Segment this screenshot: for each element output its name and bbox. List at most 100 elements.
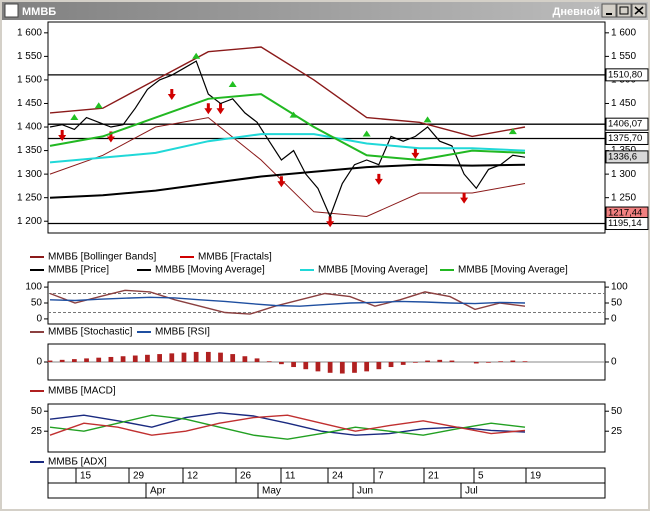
- maximize-button[interactable]: [616, 3, 632, 18]
- macd-bar: [169, 353, 175, 362]
- fractal-up: [423, 116, 432, 123]
- macd-bar: [230, 354, 236, 362]
- macd-bar: [108, 356, 114, 362]
- macd-bar: [498, 361, 504, 362]
- app-icon: [4, 3, 19, 18]
- macd-bar: [84, 358, 89, 362]
- macd-bar: [47, 360, 53, 362]
- y-tick-label: 1 350: [17, 145, 42, 156]
- date-axis: [47, 467, 606, 499]
- level-label: 1375,70: [608, 133, 642, 144]
- date-label: 29: [133, 471, 145, 482]
- date-label: 5: [478, 471, 484, 482]
- legend-label: ММВБ [ADX]: [48, 457, 107, 468]
- macd-bar: [157, 354, 162, 362]
- fractal-down: [106, 131, 115, 143]
- series-line: [49, 414, 526, 436]
- date-label: 21: [428, 471, 440, 482]
- macd-bar: [413, 362, 418, 363]
- y-tick-label-right: 25: [611, 426, 623, 437]
- close-icon: [634, 6, 644, 15]
- level-box: [605, 131, 649, 145]
- macd-bar: [193, 351, 199, 362]
- month-label: Apr: [150, 486, 166, 497]
- panel: [47, 403, 606, 453]
- series-line: [49, 289, 526, 315]
- macd-bar: [120, 356, 126, 362]
- window-buttons: [601, 3, 647, 18]
- macd-bar: [339, 362, 345, 374]
- level-box: [605, 150, 649, 164]
- date-label: 12: [187, 471, 199, 482]
- month-label: Jul: [465, 486, 478, 497]
- legend-label: ММВБ [Bollinger Bands]: [48, 252, 156, 263]
- legend-label: ММВБ [Fractals]: [198, 252, 272, 263]
- legend-label: ММВБ [Moving Average]: [155, 265, 265, 276]
- fractal-down: [411, 147, 420, 159]
- macd-bar: [449, 360, 455, 362]
- level-box: [605, 117, 649, 131]
- level-box: [605, 68, 649, 82]
- y-tick-label-right: 50: [611, 298, 623, 309]
- fractal-up: [362, 130, 371, 137]
- macd-bar: [291, 362, 296, 368]
- fractal-up: [70, 113, 79, 120]
- y-tick-label: 25: [31, 426, 43, 437]
- macd-bar: [145, 354, 150, 362]
- legend-label: ММВБ [RSI]: [155, 327, 210, 338]
- macd-bar: [71, 359, 77, 362]
- minimize-button[interactable]: [601, 3, 617, 18]
- y-tick-label-right: 0: [611, 357, 617, 368]
- y-tick-label: 0: [36, 314, 42, 325]
- series-line: [49, 93, 526, 162]
- date-label: 7: [378, 471, 384, 482]
- macd-bar: [266, 361, 272, 362]
- y-tick-label-right: 1 600: [611, 27, 636, 38]
- macd-bar: [376, 362, 382, 370]
- macd-bar: [96, 357, 102, 362]
- y-tick-label: 100: [25, 282, 42, 293]
- y-tick-label-right: 1 300: [611, 169, 636, 180]
- level-label: 1510,80: [608, 69, 642, 80]
- fractal-up: [228, 80, 237, 87]
- y-tick-label: 50: [31, 298, 43, 309]
- y-tick-label: 1 450: [17, 98, 42, 109]
- y-tick-label-right: 100: [611, 282, 628, 293]
- series-line: [49, 133, 526, 164]
- y-tick-label: 0: [36, 357, 42, 368]
- macd-bar: [388, 362, 394, 368]
- fractal-down: [58, 130, 67, 142]
- fractal-up: [508, 128, 517, 135]
- series-line: [49, 414, 526, 440]
- y-tick-label: 1 200: [17, 216, 42, 227]
- date-label: 11: [285, 471, 296, 482]
- level-label: 1217,44: [608, 208, 642, 219]
- macd-bar: [205, 351, 211, 362]
- date-label: 26: [240, 471, 252, 482]
- fractal-down: [216, 103, 225, 115]
- legend-label: ММВБ [Stochastic]: [48, 327, 133, 338]
- y-tick-label: 1 400: [17, 122, 42, 133]
- fractal-down: [374, 173, 383, 185]
- series-line: [49, 296, 526, 307]
- month-label: Jun: [357, 486, 373, 497]
- macd-bar: [181, 352, 187, 362]
- y-tick-label: 1 300: [17, 169, 42, 180]
- fractal-up: [192, 52, 201, 59]
- window-mode: Дневной: [553, 6, 601, 18]
- macd-bar: [486, 362, 491, 363]
- y-tick-label-right: 1 550: [611, 51, 636, 62]
- y-tick-label: 1 550: [17, 51, 42, 62]
- series-line: [49, 412, 526, 436]
- month-label: May: [262, 486, 281, 497]
- series-line: [49, 46, 526, 138]
- y-tick-label-right: 1 450: [611, 98, 636, 109]
- macd-bar: [315, 362, 321, 372]
- macd-bar: [279, 362, 284, 365]
- macd-bar: [59, 359, 65, 362]
- legend-label: ММВБ [Moving Average]: [458, 265, 568, 276]
- series-line: [49, 163, 526, 199]
- fractal-down: [167, 89, 176, 101]
- y-tick-label: 1 250: [17, 192, 42, 203]
